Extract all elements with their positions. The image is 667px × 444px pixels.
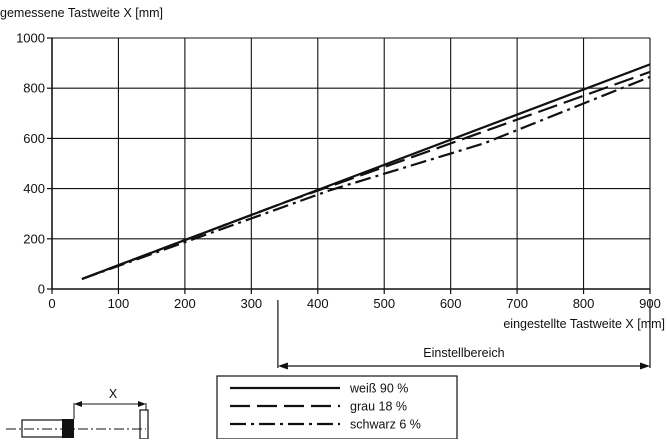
y-tick-label: 600	[23, 131, 45, 146]
legend-label-1: weiß 90 %	[349, 382, 408, 396]
y-tick-label: 400	[23, 181, 45, 196]
range-arrowhead-left	[277, 362, 288, 370]
legend-label-3: schwarz 6 %	[350, 418, 421, 432]
series-lines	[81, 63, 651, 281]
y-axis-title: gemessene Tastweite X [mm]	[0, 6, 163, 20]
legend: weiß 90 % grau 18 % schwarz 6 %	[216, 375, 458, 440]
sensor-dim-head-right	[138, 401, 146, 407]
range-label: Einstellbereich	[423, 346, 504, 360]
range-annotation: Einstellbereich	[277, 300, 651, 370]
x-tick-label: 500	[373, 296, 395, 311]
x-ticks: 0 100 200 300 400 500 600 700 800 900	[48, 289, 661, 311]
x-tick-label: 0	[48, 296, 55, 311]
y-tick-label: 0	[38, 282, 45, 297]
x-tick-label: 800	[573, 296, 595, 311]
x-axis-title: eingestellte Tastweite X [mm]	[503, 317, 665, 331]
y-tick-label: 1000	[16, 31, 45, 46]
sensor-dim-head-left	[74, 401, 82, 407]
x-tick-label: 400	[307, 296, 329, 311]
series-line-1	[81, 63, 651, 281]
x-tick-label: 200	[174, 296, 196, 311]
y-ticks: 0 200 400 600 800 1000	[16, 31, 52, 297]
x-tick-label: 700	[506, 296, 528, 311]
y-tick-label: 800	[23, 81, 45, 96]
legend-label-2: grau 18 %	[350, 400, 407, 414]
series-line-2	[81, 70, 651, 281]
x-tick-label: 300	[240, 296, 262, 311]
sensor-sketch: X	[6, 387, 149, 440]
range-arrowhead-right	[640, 362, 650, 370]
y-tick-label: 200	[23, 231, 45, 246]
series-line-3	[81, 75, 651, 281]
sensor-distance-label: X	[109, 387, 118, 401]
x-tick-label: 100	[108, 296, 130, 311]
x-tick-label: 600	[440, 296, 462, 311]
target-plate	[139, 409, 149, 440]
legend-box	[216, 375, 458, 440]
grid	[51, 37, 651, 290]
